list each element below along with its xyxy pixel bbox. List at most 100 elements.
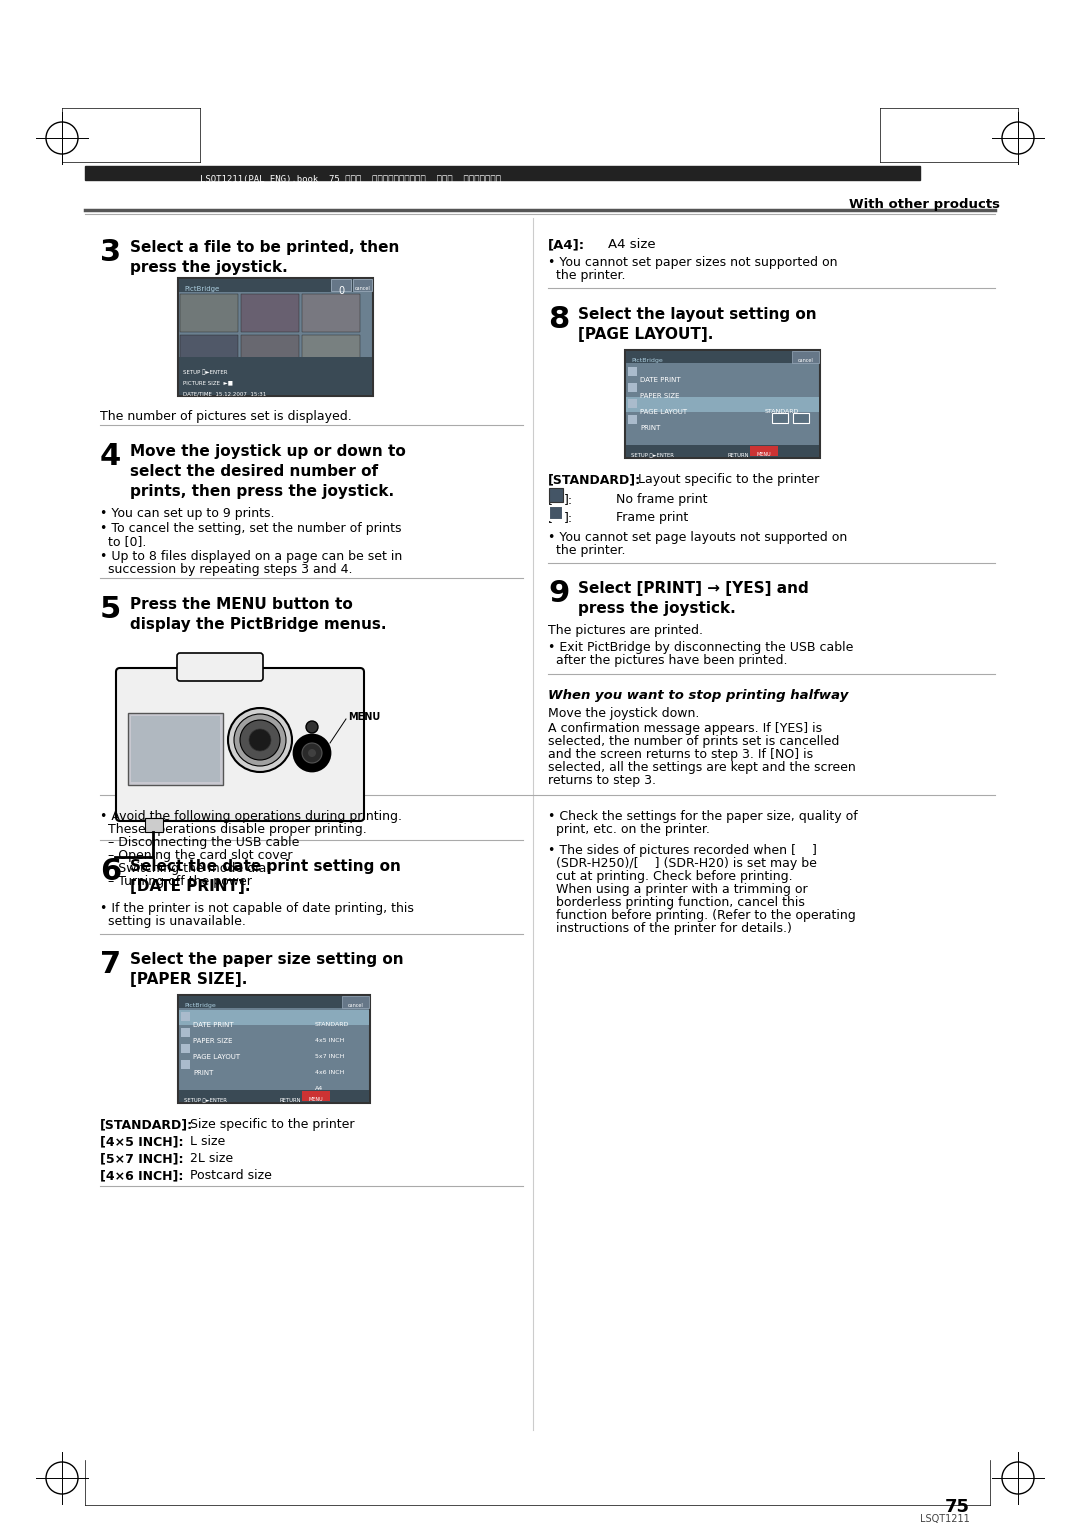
Bar [179,996,369,1008]
Text: • The sides of pictures recorded when [    ]: • The sides of pictures recorded when [ … [548,843,816,857]
Text: Frame print: Frame print [580,510,688,524]
Text: • To cancel the setting, set the number of prints: • To cancel the setting, set the number … [100,523,402,535]
Text: Select the date print setting on: Select the date print setting on [130,859,401,874]
Text: select the desired number of: select the desired number of [130,465,378,478]
Bar [178,995,370,1103]
Circle shape [240,720,280,759]
Text: LSQT1211: LSQT1211 [920,1514,970,1523]
Bar [181,1012,190,1021]
Text: the printer.: the printer. [556,544,625,558]
Bar [302,293,360,332]
Text: • You cannot set page layouts not supported on: • You cannot set page layouts not suppor… [548,532,847,544]
Text: 3: 3 [100,238,121,267]
Text: DATE PRINT: DATE PRINT [640,377,680,384]
Text: When you want to stop printing halfway: When you want to stop printing halfway [548,689,849,701]
Text: [4×6 INCH]:: [4×6 INCH]: [100,1169,184,1183]
Text: • If the printer is not capable of date printing, this: • If the printer is not capable of date … [100,902,414,915]
Bar [627,399,637,408]
Text: SETUP ⭦►ENTER: SETUP ⭦►ENTER [184,1099,227,1103]
Text: setting is unavailable.: setting is unavailable. [108,915,246,927]
Text: returns to step 3.: returns to step 3. [548,775,656,787]
Text: – Turning off the power: – Turning off the power [108,876,252,888]
Text: to [0].: to [0]. [108,535,147,549]
Text: These operations disable proper printing.: These operations disable proper printing… [108,824,367,836]
Text: [5×7 INCH]:: [5×7 INCH]: [100,1152,184,1164]
Bar [627,367,637,376]
Text: Move the joystick down.: Move the joystick down. [548,707,700,720]
Bar [180,335,238,373]
Bar [625,350,820,458]
Text: prints, then press the joystick.: prints, then press the joystick. [130,484,394,500]
Text: [A4]:: [A4]: [548,238,585,251]
Text: Size specific to the printer: Size specific to the printer [190,1118,354,1131]
Bar [353,280,372,290]
Text: after the pictures have been printed.: after the pictures have been printed. [556,654,787,668]
Text: [4×5 INCH]:: [4×5 INCH]: [100,1135,184,1148]
Text: – Disconnecting the USB cable: – Disconnecting the USB cable [108,836,299,850]
Text: 4x6 INCH: 4x6 INCH [315,1070,345,1076]
Bar [302,335,360,373]
Text: 4: 4 [100,442,121,471]
Text: PAPER SIZE: PAPER SIZE [193,1038,232,1044]
Text: MENU: MENU [757,452,771,457]
Text: display the PictBridge menus.: display the PictBridge menus. [130,617,387,633]
Text: [PAGE LAYOUT].: [PAGE LAYOUT]. [578,327,714,342]
Text: cancel: cancel [348,1002,364,1008]
Text: When using a printer with a trimming or: When using a printer with a trimming or [556,883,808,895]
Text: cancel: cancel [798,358,814,364]
Text: [STANDARD]:: [STANDARD]: [548,474,642,486]
Text: PictBridge: PictBridge [184,286,219,292]
Bar [85,167,920,180]
Bar [627,384,637,393]
Text: function before printing. (Refer to the operating: function before printing. (Refer to the … [556,909,855,921]
Text: RETURN: RETURN [727,452,748,458]
Text: ]:: ]: [564,494,573,506]
Text: succession by repeating steps 3 and 4.: succession by repeating steps 3 and 4. [108,562,352,576]
Text: PRINT: PRINT [193,1070,214,1076]
Text: and the screen returns to step 3. If [NO] is: and the screen returns to step 3. If [NO… [548,749,813,761]
Text: • You cannot set paper sizes not supported on: • You cannot set paper sizes not support… [548,257,837,269]
Text: DATE PRINT: DATE PRINT [193,1022,233,1028]
Text: cancel: cancel [355,286,370,290]
Bar [627,416,637,423]
Text: 6: 6 [100,857,121,886]
Text: SETUP ⭦►ENTER: SETUP ⭦►ENTER [183,368,228,374]
Text: PictBridge: PictBridge [631,358,663,364]
Text: selected, all the settings are kept and the screen: selected, all the settings are kept and … [548,761,855,775]
Text: Postcard size: Postcard size [190,1169,272,1183]
Text: Move the joystick up or down to: Move the joystick up or down to [130,445,406,458]
Text: ]:: ]: [564,510,573,524]
Text: instructions of the printer for details.): instructions of the printer for details.… [556,921,792,935]
Text: SETUP ⭦►ENTER: SETUP ⭦►ENTER [631,452,674,458]
Text: PictBridge: PictBridge [184,1002,216,1008]
Text: borderless printing function, cancel this: borderless printing function, cancel thi… [556,895,805,909]
Bar [179,1010,369,1025]
Text: 75: 75 [945,1497,970,1516]
Circle shape [302,743,322,762]
Bar [179,280,372,292]
Text: Select [PRINT] → [YES] and: Select [PRINT] → [YES] and [578,581,809,596]
Text: A confirmation message appears. If [YES] is: A confirmation message appears. If [YES]… [548,723,822,735]
Text: Layout specific to the printer: Layout specific to the printer [638,474,820,486]
Text: print, etc. on the printer.: print, etc. on the printer. [556,824,710,836]
Text: [: [ [548,494,553,506]
Text: STANDARD: STANDARD [315,1022,349,1027]
Text: [DATE PRINT].: [DATE PRINT]. [130,879,251,894]
Bar [181,1044,190,1053]
Text: A4: A4 [315,1086,323,1091]
Text: Select the layout setting on: Select the layout setting on [578,307,816,322]
Bar [626,351,819,364]
Circle shape [228,707,292,772]
Text: L size: L size [190,1135,226,1148]
Circle shape [308,749,316,756]
Bar [626,397,819,413]
Text: No frame print: No frame print [580,494,707,506]
Bar [131,717,220,782]
Bar [626,445,819,457]
Bar [145,817,163,833]
Text: DATE/TIME  15.12.2007  15:31: DATE/TIME 15.12.2007 15:31 [183,391,267,396]
Text: 4x5 INCH: 4x5 INCH [315,1038,345,1044]
Text: [: [ [548,510,553,524]
Text: A4 size: A4 size [608,238,656,251]
Text: • Avoid the following operations during printing.: • Avoid the following operations during … [100,810,402,824]
